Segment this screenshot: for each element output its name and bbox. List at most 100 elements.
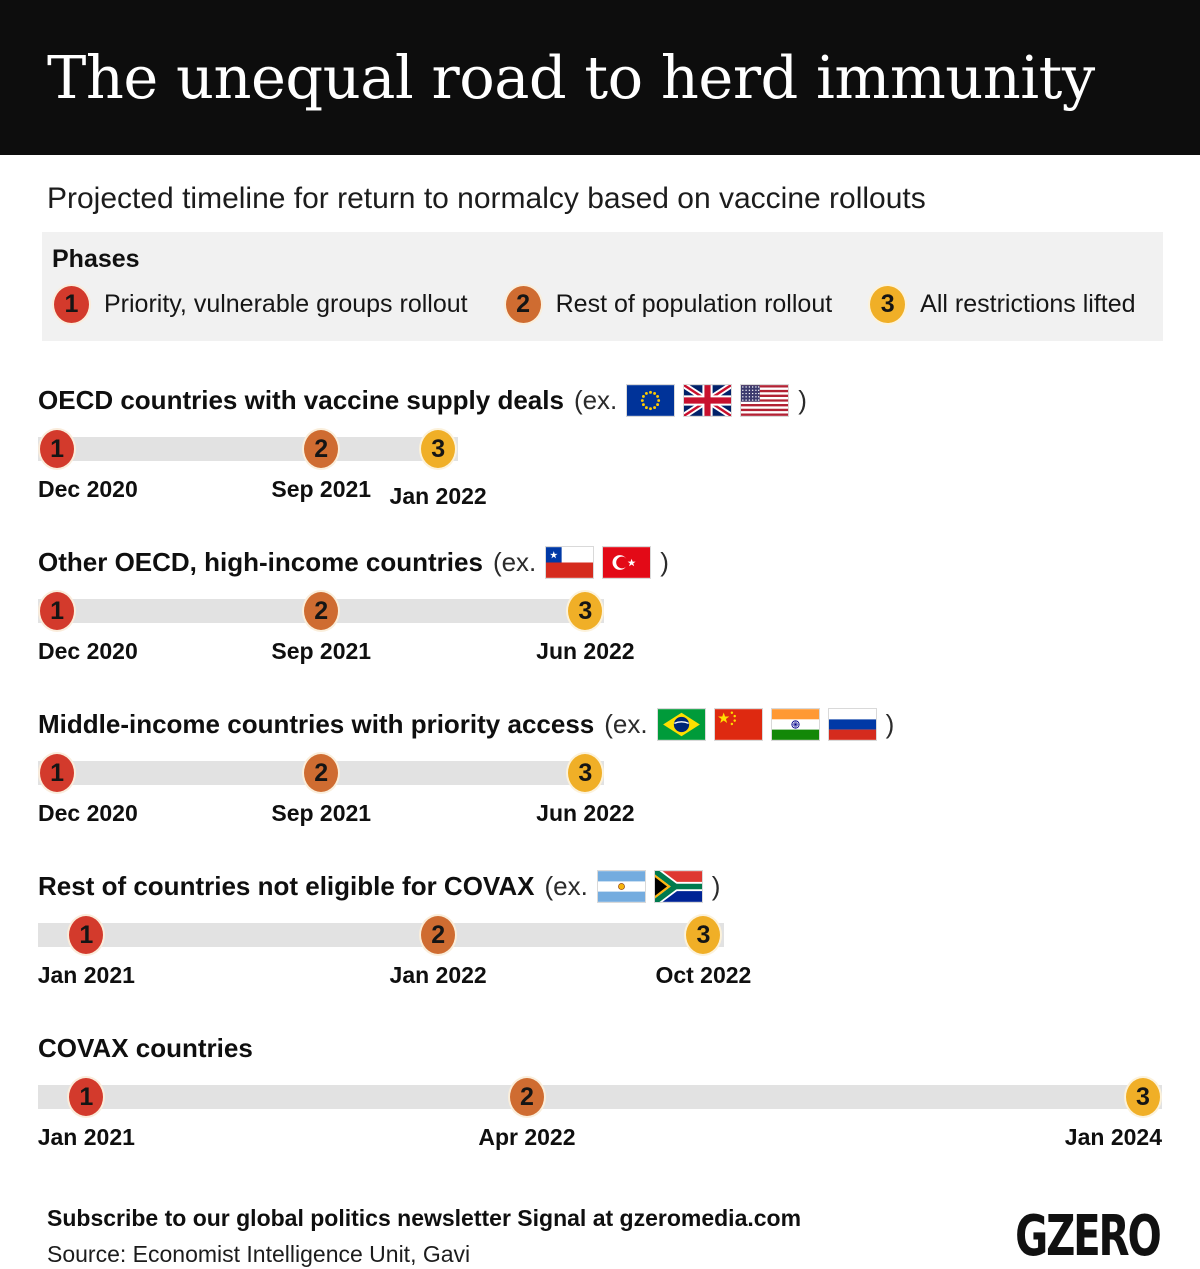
timeline-group-covax: COVAX countries 1 2 3 Jan 2021 Apr 2022 … (38, 1030, 1162, 1156)
phase-2-date: Sep 2021 (271, 638, 372, 664)
group-title: Rest of countries not eligible for COVAX (38, 870, 535, 901)
flag-china-icon (714, 708, 762, 740)
flag-india-icon (771, 708, 819, 740)
phase-3-marker: 3 (566, 590, 605, 632)
phase-number: 1 (79, 1082, 94, 1111)
phase-number: 3 (1135, 1082, 1150, 1111)
phase-1-marker: 1 (38, 428, 77, 470)
phase-3-date: Oct 2022 (655, 962, 752, 988)
phase-number: 1 (50, 596, 65, 625)
header-banner: The unequal road to herd immunity (0, 0, 1200, 155)
legend-title: Phases (52, 245, 140, 273)
flag-russia-icon (828, 708, 876, 740)
flag-south-africa-icon (654, 870, 702, 902)
page-title: The unequal road to herd immunity (47, 43, 1095, 112)
phase-1-marker: 1 (38, 752, 77, 794)
timeline-date-labels: Dec 2020 Sep 2021 Jun 2022 (38, 798, 1162, 832)
phase-3-marker: 3 (684, 914, 723, 956)
phase-2-label: Rest of population rollout (555, 290, 833, 318)
timeline-track (38, 1085, 1162, 1109)
phase-number: 3 (578, 596, 593, 625)
timeline-track (38, 923, 724, 947)
phase-1-marker: 1 (67, 914, 106, 956)
source-text: Source: Economist Intelligence Unit, Gav… (47, 1241, 471, 1267)
timeline-date-labels: Jan 2021 Apr 2022 Jan 2024 (38, 1122, 1162, 1156)
group-title: Middle-income countries with priority ac… (38, 708, 595, 739)
phase-3-marker: 3 (419, 428, 458, 470)
example-open-text: (ex. (573, 384, 618, 415)
phase-number: 2 (314, 434, 329, 463)
footer-text-block: Subscribe to our global politics newslet… (47, 1205, 801, 1268)
phase-3-label: All restrictions lifted (920, 290, 1136, 318)
phase-1-date: Dec 2020 (38, 476, 138, 502)
phase-2-date: Apr 2022 (478, 1124, 576, 1150)
phase-number: 2 (431, 920, 446, 949)
flag-united-kingdom-icon (684, 384, 732, 416)
flag-european-union-icon (627, 384, 675, 416)
phase-3-marker: 3 (566, 752, 605, 794)
phase-number: 1 (50, 758, 65, 787)
example-close-text: ) (711, 870, 721, 901)
flag-brazil-icon (657, 708, 705, 740)
timeline: 1 2 3 (38, 590, 1162, 632)
timeline-date-labels: Jan 2021 Jan 2022 Oct 2022 (38, 960, 1162, 994)
timeline: 1 2 3 (38, 428, 1162, 470)
flag-united-states-icon (741, 384, 789, 416)
timeline: 1 2 3 (38, 914, 1162, 956)
phase-2-marker: 2 (302, 590, 341, 632)
phase-2-number: 2 (516, 290, 531, 318)
phase-2-marker: 2 (419, 914, 458, 956)
group-title-row: Middle-income countries with priority ac… (38, 706, 1162, 742)
timeline-group-not-covax: Rest of countries not eligible for COVAX… (38, 868, 1162, 994)
timeline-track (38, 437, 459, 461)
phase-number: 3 (578, 758, 593, 787)
phase-1-marker: 1 (67, 1076, 106, 1118)
phase-3-marker: 3 (1123, 1076, 1162, 1118)
phase-2-marker: 2 (507, 1076, 546, 1118)
phase-1-date: Dec 2020 (38, 638, 138, 664)
phase-2-date: Jan 2022 (389, 962, 487, 988)
legend-item-phase-3: 3 All restrictions lifted (868, 284, 1136, 325)
gzero-logo: GZERO (1015, 1204, 1163, 1269)
phase-number: 2 (314, 758, 329, 787)
group-title-row: OECD countries with vaccine supply deals… (38, 382, 1162, 418)
phase-number: 3 (431, 434, 446, 463)
phase-3-date: Jan 2022 (389, 483, 487, 509)
phase-2-badge: 2 (503, 284, 543, 325)
group-title: COVAX countries (38, 1032, 253, 1063)
example-close-text: ) (798, 384, 807, 415)
timeline-groups: OECD countries with vaccine supply deals… (38, 382, 1162, 1156)
phases-legend: Phases 1 Priority, vulnerable groups rol… (42, 232, 1163, 341)
group-title-row: Rest of countries not eligible for COVAX… (38, 868, 1162, 904)
phase-3-badge: 3 (868, 284, 908, 325)
phase-number: 1 (50, 434, 65, 463)
phase-2-marker: 2 (302, 428, 341, 470)
subscribe-text: Subscribe to our global politics newslet… (47, 1205, 802, 1231)
phase-2-marker: 2 (302, 752, 341, 794)
example-close-text: ) (885, 708, 895, 739)
phase-number: 1 (79, 920, 94, 949)
group-title-row: COVAX countries (38, 1030, 1162, 1066)
example-open-text: (ex. (604, 708, 648, 739)
example-open-text: (ex. (492, 546, 537, 577)
timeline-group-middle-income: Middle-income countries with priority ac… (38, 706, 1162, 832)
group-title-row: Other OECD, high-income countries (ex. ) (38, 544, 1162, 580)
example-close-text: ) (660, 546, 669, 577)
flag-chile-icon (546, 546, 594, 578)
legend-item-phase-1: 1 Priority, vulnerable groups rollout (52, 284, 468, 325)
timeline-date-labels: Dec 2020 Sep 2021 Jan 2022 (38, 474, 1162, 509)
legend-item-phase-2: 2 Rest of population rollout (503, 284, 833, 325)
phase-1-badge: 1 (52, 284, 91, 325)
phase-1-date: Dec 2020 (38, 800, 138, 826)
group-title: OECD countries with vaccine supply deals (38, 384, 564, 415)
legend-row: 1 Priority, vulnerable groups rollout 2 … (52, 284, 1153, 325)
flag-turkey-icon (603, 546, 651, 578)
phase-number: 2 (519, 1082, 534, 1111)
timeline-group-oecd-supply-deals: OECD countries with vaccine supply deals… (38, 382, 1162, 509)
flag-argentina-icon (597, 870, 645, 902)
timeline: 1 2 3 (38, 752, 1162, 794)
timeline: 1 2 3 (38, 1076, 1162, 1118)
phase-1-number: 1 (64, 290, 79, 318)
phase-1-marker: 1 (38, 590, 77, 632)
